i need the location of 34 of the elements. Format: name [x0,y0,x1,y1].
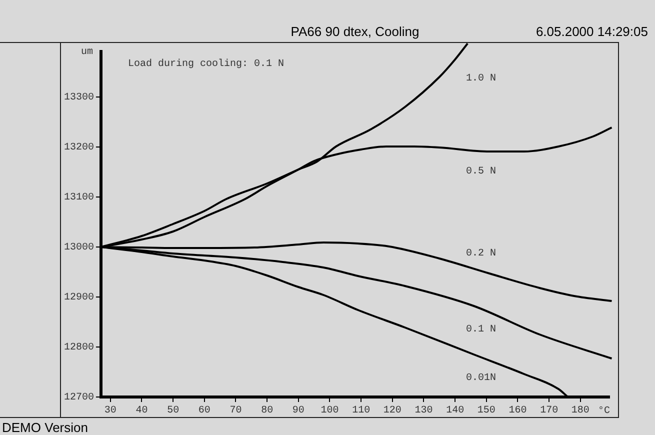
x-tick-label: 140 [446,406,464,417]
x-tick-label: 130 [414,406,433,417]
text: DEMO Version [2,420,88,435]
y-tick-label: 13100 [64,192,94,204]
x-tick-label: 180 [571,406,590,417]
x-axis-title: °C [598,406,610,417]
x-tick-label: 120 [383,406,402,417]
x-tick-label: 100 [320,406,339,417]
series-label: 0.5 N [466,166,496,178]
x-tick-label: 170 [540,406,558,417]
y-tick-label: 12700 [64,392,94,404]
x-tick-label: 90 [292,406,304,417]
x-tick-label: 80 [261,406,274,417]
chart-title: PA66 90 dtex, Cooling [290,24,420,39]
x-tick-label: 110 [352,406,370,417]
y-tick-label: 12900 [64,292,94,304]
annotation: Load during cooling: 0.1 N [128,58,284,70]
y-tick-label: 12800 [64,342,94,354]
x-tick-label: 40 [136,406,148,417]
y-tick-label: 13200 [64,142,94,154]
x-tick-label: 50 [167,406,180,417]
y-tick-label: 13000 [64,242,94,254]
series-label: 0.01N [466,372,496,384]
x-tick-label: 70 [230,406,242,417]
y-tick-label: 13300 [64,92,94,104]
x-tick-label: 60 [198,406,210,417]
series-label: 0.1 N [466,324,496,336]
x-tick-label: 160 [508,406,527,417]
series-label: 1.0 N [466,74,496,85]
y-axis-title: um [80,47,94,58]
series-label: 0.2 N [466,248,496,260]
x-tick-label: 150 [477,406,496,417]
chart-subtitle: 6.05.2000 14:29:05 [536,24,648,39]
x-tick-label: 30 [104,406,116,417]
